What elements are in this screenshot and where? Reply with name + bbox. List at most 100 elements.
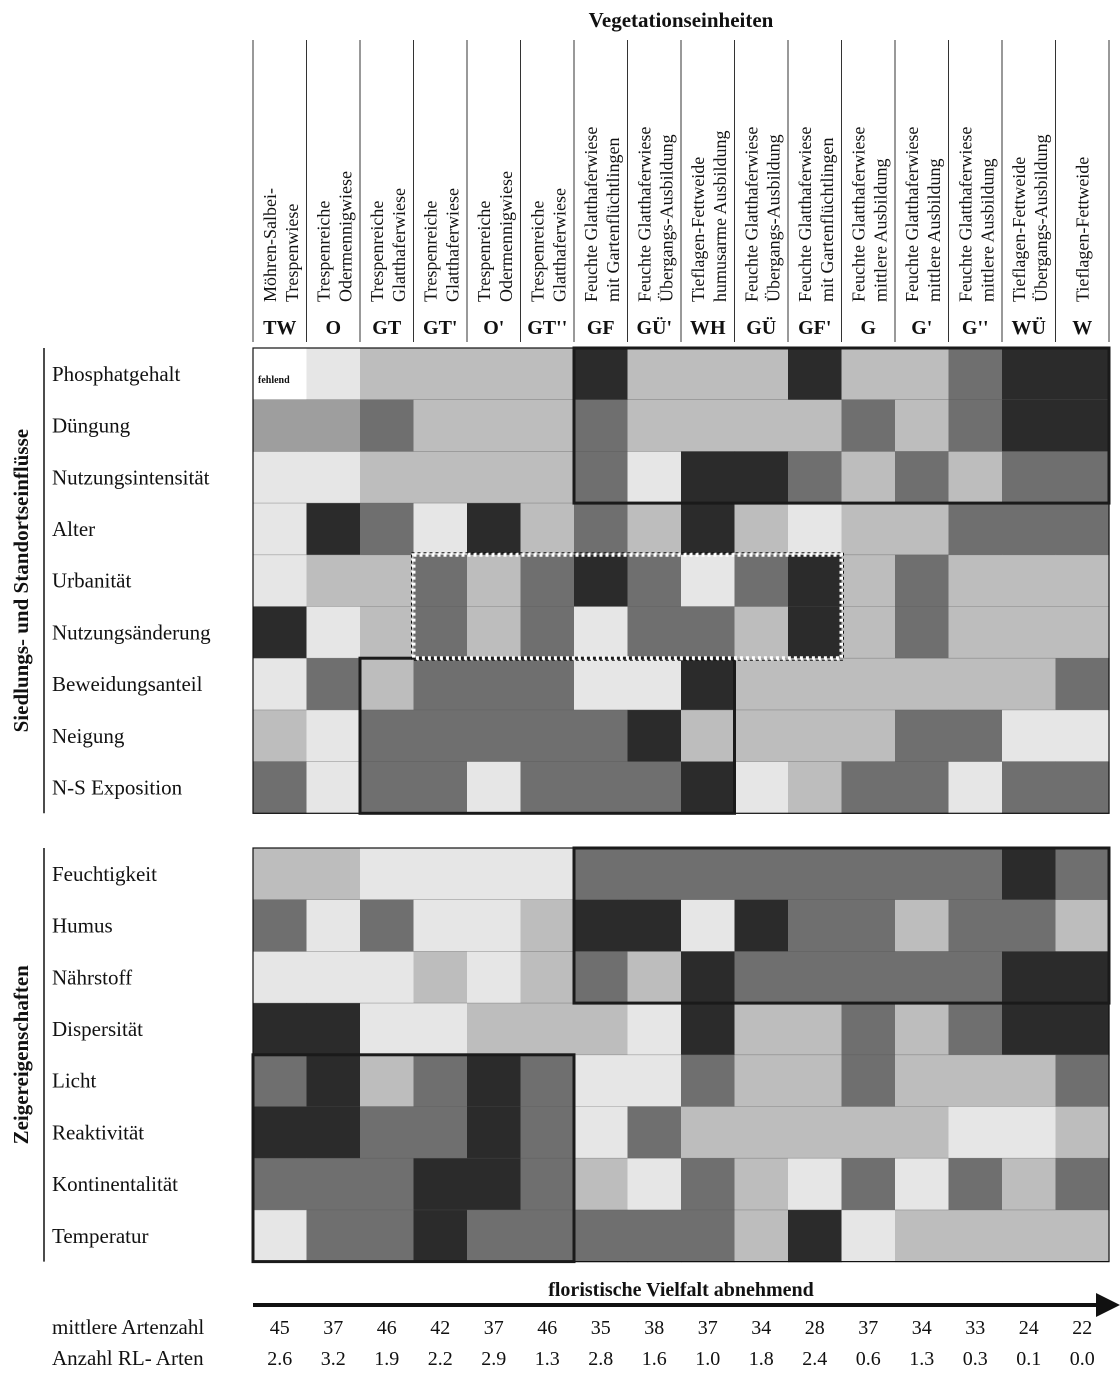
heatmap-cell [306, 1209, 361, 1263]
heatmap-cell [627, 848, 682, 901]
heatmap-cell [841, 1003, 896, 1056]
heatmap-cell [360, 1106, 415, 1159]
heatmap-cell [895, 848, 950, 901]
heatmap-cell [841, 848, 896, 901]
column-name-label: Trespenreiche [474, 201, 494, 302]
column-name-label: Feuchte Glatthaferwiese [634, 127, 654, 302]
row-label: Nutzungsintensität [52, 465, 210, 489]
heatmap-cell [895, 709, 950, 763]
stat-value: 0.6 [856, 1348, 881, 1370]
heatmap-cell [681, 848, 736, 901]
stat-value: 37 [323, 1317, 343, 1339]
heatmap-cell [467, 1158, 522, 1211]
heatmap-cell [574, 1209, 629, 1263]
stat-value: 34 [751, 1317, 771, 1339]
heatmap-cell [734, 399, 789, 452]
heatmap-cell [681, 761, 736, 814]
heatmap-cell [467, 503, 522, 556]
stat-value: 1.9 [374, 1348, 399, 1370]
heatmap-cell [895, 348, 950, 401]
heatmap-cell [253, 1158, 308, 1211]
heatmap-cell [1055, 1158, 1110, 1211]
stat-value: 1.3 [909, 1348, 934, 1370]
column-name-label: Trespenreiche [313, 201, 333, 302]
heatmap-cell [306, 951, 361, 1004]
heatmap-cell [681, 348, 736, 401]
heatmap-cell [841, 1158, 896, 1211]
heatmap-cell [681, 606, 736, 659]
row-label: Licht [52, 1069, 96, 1093]
stat-value: 1.3 [535, 1348, 560, 1370]
heatmap-cell [788, 554, 843, 608]
heatmap-cell [520, 1158, 575, 1211]
heatmap-cell [413, 951, 468, 1004]
stat-value: 0.1 [1016, 1348, 1041, 1370]
heatmap-cell [360, 503, 415, 556]
heatmap-cell [253, 709, 308, 763]
heatmap-cell [734, 451, 789, 504]
heatmap-cell [253, 554, 308, 608]
heatmap-cell [1055, 848, 1110, 901]
heatmap-cell [467, 1054, 522, 1108]
row-label: Düngung [52, 414, 131, 438]
column-name-label: Trespenreiche [527, 201, 547, 302]
heatmap-cell [627, 658, 682, 711]
heatmap-cell [948, 1054, 1003, 1108]
heatmap-cell [681, 658, 736, 711]
heatmap-cell [520, 1054, 575, 1108]
heatmap-cell [895, 1106, 950, 1159]
heatmap-cell [788, 709, 843, 763]
group-label: Zeigereigenschaften [9, 965, 33, 1145]
heatmap-cell [1055, 709, 1110, 763]
heatmap-cell [627, 348, 682, 401]
heatmap-cell [841, 658, 896, 711]
heatmap-cell [467, 1106, 522, 1159]
heatmap-cell [520, 451, 575, 504]
column-name-label: Übergangs-Ausbildung [656, 134, 676, 302]
heatmap-cell [627, 1054, 682, 1108]
column-name-label: Trespenreiche [367, 201, 387, 302]
heatmap-cell [841, 554, 896, 608]
heatmap-cell [948, 503, 1003, 556]
heatmap-cell [520, 951, 575, 1004]
stat-value: 2.2 [428, 1348, 453, 1370]
heatmap-cell [360, 658, 415, 711]
heatmap-cell [413, 1158, 468, 1211]
heatmap-cell [681, 451, 736, 504]
heatmap-cell [627, 1003, 682, 1056]
heatmap-cell [841, 451, 896, 504]
heatmap-cell [360, 1209, 415, 1263]
heatmap-cell [627, 554, 682, 608]
chart-title: Vegetationseinheiten [589, 8, 774, 32]
heatmap-cell [1055, 761, 1110, 814]
heatmap-cell [467, 658, 522, 711]
heatmap-cell [306, 554, 361, 608]
heatmap-cell [467, 554, 522, 608]
heatmap-cell [734, 503, 789, 556]
heatmap-cell [734, 606, 789, 659]
heatmap-cell [1055, 1054, 1110, 1108]
heatmap-cell [895, 606, 950, 659]
heatmap-cell [841, 899, 896, 952]
heatmap-cell [895, 761, 950, 814]
heatmap-cell [895, 554, 950, 608]
heatmap-cell [467, 348, 522, 401]
heatmap-cell [520, 554, 575, 608]
heatmap-cell [734, 709, 789, 763]
stat-value: 37 [484, 1317, 504, 1339]
heatmap-cell [788, 606, 843, 659]
column-name-label: Feuchte Glatthaferwiese [955, 127, 975, 302]
heatmap-cell [627, 451, 682, 504]
stat-value: 2.4 [802, 1348, 827, 1370]
heatmap-cell [788, 761, 843, 814]
heatmap-cell [627, 1106, 682, 1159]
heatmap-cell [574, 348, 629, 401]
outline-block [251, 1053, 576, 1264]
heatmap-cell [574, 848, 629, 901]
heatmap-cell [1055, 658, 1110, 711]
heatmap-cell [895, 1054, 950, 1108]
heatmap-cell [253, 951, 308, 1004]
heatmap-cell [1055, 951, 1110, 1004]
heatmap-cell [253, 606, 308, 659]
heatmap-cell [1055, 554, 1110, 608]
